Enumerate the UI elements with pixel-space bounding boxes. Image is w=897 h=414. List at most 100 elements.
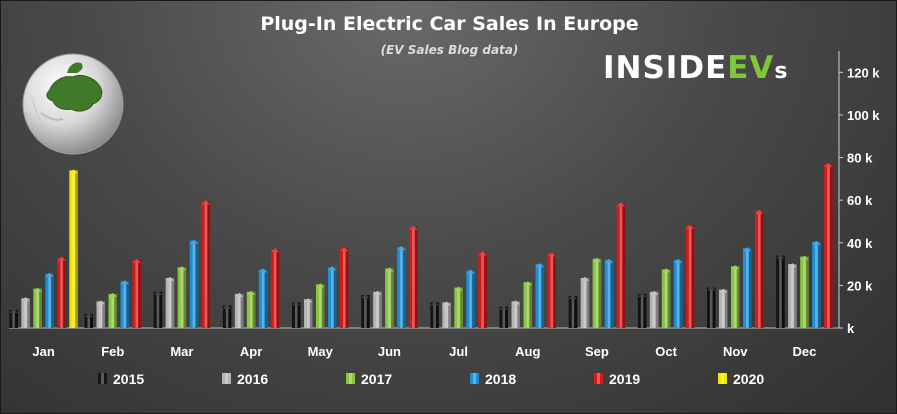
bar-shadow bbox=[379, 291, 382, 328]
bar bbox=[580, 276, 590, 328]
bar-shadow bbox=[297, 302, 301, 328]
bar bbox=[201, 200, 211, 328]
bar bbox=[361, 293, 370, 328]
legend-label: 2020 bbox=[733, 371, 764, 387]
bar-cap bbox=[719, 288, 728, 293]
legend-swatch-highlight bbox=[473, 373, 476, 384]
bar-shadow bbox=[830, 163, 833, 328]
bar bbox=[442, 301, 451, 328]
bar-highlight bbox=[249, 291, 253, 328]
bar-cap bbox=[547, 252, 556, 257]
bar-shadow bbox=[391, 268, 394, 328]
bar-cap bbox=[373, 290, 382, 295]
bar-shadow bbox=[51, 273, 54, 328]
bar-cap bbox=[430, 301, 439, 306]
bar-highlight bbox=[652, 291, 656, 328]
bar-shadow bbox=[806, 256, 809, 328]
bar-highlight bbox=[388, 268, 391, 328]
bar-shadow bbox=[553, 253, 556, 328]
bar-cap bbox=[177, 266, 187, 271]
bar-highlight bbox=[721, 289, 725, 328]
bar bbox=[478, 251, 487, 328]
legend-label: 2019 bbox=[609, 371, 640, 387]
bar-cap bbox=[340, 247, 349, 252]
bar-shadow bbox=[541, 264, 544, 328]
bar bbox=[661, 268, 671, 328]
bar-cap bbox=[21, 297, 30, 302]
bar-highlight bbox=[306, 299, 310, 328]
bar-shadow bbox=[472, 270, 475, 328]
y-tick-label: 120 k bbox=[847, 65, 880, 80]
bar-highlight bbox=[12, 309, 15, 328]
bar-highlight bbox=[261, 269, 265, 328]
bar bbox=[776, 254, 785, 328]
bar-cap bbox=[69, 169, 78, 174]
bar-shadow bbox=[724, 289, 728, 328]
bar bbox=[316, 283, 325, 328]
bar-highlight bbox=[745, 248, 749, 328]
bar bbox=[108, 292, 117, 328]
bar-highlight bbox=[111, 293, 115, 328]
legend-swatch-highlight bbox=[225, 373, 228, 384]
bar-highlight bbox=[709, 287, 713, 328]
x-tick-label: Oct bbox=[655, 344, 677, 359]
bar-shadow bbox=[782, 255, 785, 328]
brand-logo: INSIDEEVs bbox=[603, 53, 789, 84]
bar-cap bbox=[84, 313, 93, 318]
bar-shadow bbox=[114, 293, 117, 328]
bar-cap bbox=[9, 308, 18, 313]
bar-shadow bbox=[415, 226, 418, 328]
legend-swatch-highlight bbox=[349, 373, 352, 384]
y-tick-label: 20 k bbox=[847, 278, 873, 293]
bar-cap bbox=[361, 293, 370, 298]
legend-swatch-highlight bbox=[101, 373, 104, 384]
y-tick-label: k bbox=[847, 321, 855, 336]
bar-highlight bbox=[400, 247, 403, 328]
bar-shadow bbox=[252, 291, 256, 328]
bar-shadow bbox=[436, 302, 439, 328]
bar-shadow bbox=[240, 293, 244, 328]
y-axis: k 20 k 40 k 60 k 80 k 100 k 120 k bbox=[9, 51, 880, 336]
bar-highlight bbox=[180, 267, 184, 328]
bar-shadow bbox=[598, 258, 602, 328]
bar-highlight bbox=[192, 240, 196, 328]
bar-shadow bbox=[321, 284, 325, 328]
bar bbox=[9, 308, 18, 328]
bar-cap bbox=[57, 256, 66, 261]
bar bbox=[222, 304, 232, 328]
bar-highlight bbox=[48, 273, 51, 328]
bar-shadow bbox=[63, 257, 66, 328]
bar-cap bbox=[673, 258, 683, 263]
bar-shadow bbox=[264, 269, 268, 328]
brand-logo-white: INSIDE bbox=[603, 50, 728, 86]
bar-highlight bbox=[469, 270, 472, 328]
bar-highlight bbox=[676, 259, 680, 328]
bar bbox=[45, 272, 54, 328]
bar bbox=[246, 290, 256, 328]
x-tick-label: Jul bbox=[449, 344, 468, 359]
bar bbox=[755, 209, 764, 328]
bar-shadow bbox=[39, 288, 42, 328]
bar bbox=[812, 240, 821, 328]
bar bbox=[84, 313, 93, 328]
bar-shadow bbox=[736, 266, 740, 328]
bar-highlight bbox=[376, 291, 379, 328]
x-tick-label: Mar bbox=[170, 344, 193, 359]
bar-cap bbox=[328, 266, 337, 271]
x-tick-label: Jan bbox=[32, 344, 54, 359]
bar bbox=[340, 247, 349, 328]
bar-shadow bbox=[309, 299, 313, 328]
y-tick-label: 80 k bbox=[847, 151, 873, 166]
bar-highlight bbox=[342, 248, 346, 328]
bar-highlight bbox=[412, 226, 415, 328]
bar-cap bbox=[222, 304, 232, 309]
bar-shadow bbox=[712, 287, 716, 328]
bar-cap bbox=[454, 286, 463, 291]
x-tick-label: Apr bbox=[240, 344, 262, 359]
bar bbox=[120, 280, 129, 328]
bar-cap bbox=[707, 286, 716, 291]
bar-cap bbox=[535, 263, 544, 268]
bar bbox=[535, 263, 544, 328]
bar-shadow bbox=[276, 249, 280, 328]
bar-cap bbox=[316, 283, 325, 288]
